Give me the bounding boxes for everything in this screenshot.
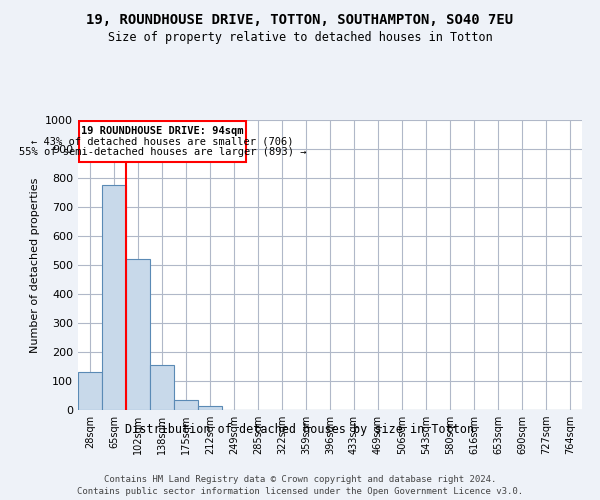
Bar [126,259,150,410]
Bar [198,406,222,410]
FancyBboxPatch shape [79,122,246,162]
Bar [78,372,102,410]
Text: Distribution of detached houses by size in Totton: Distribution of detached houses by size … [125,422,475,436]
Text: 19 ROUNDHOUSE DRIVE: 94sqm: 19 ROUNDHOUSE DRIVE: 94sqm [82,126,244,136]
Text: Size of property relative to detached houses in Totton: Size of property relative to detached ho… [107,31,493,44]
Text: Contains public sector information licensed under the Open Government Licence v3: Contains public sector information licen… [77,487,523,496]
Bar [174,400,198,410]
Text: ← 43% of detached houses are smaller (706): ← 43% of detached houses are smaller (70… [31,136,294,147]
Bar [102,185,126,410]
Text: 19, ROUNDHOUSE DRIVE, TOTTON, SOUTHAMPTON, SO40 7EU: 19, ROUNDHOUSE DRIVE, TOTTON, SOUTHAMPTO… [86,12,514,26]
Bar [150,365,174,410]
Text: 55% of semi-detached houses are larger (893) →: 55% of semi-detached houses are larger (… [19,148,307,158]
Text: Contains HM Land Registry data © Crown copyright and database right 2024.: Contains HM Land Registry data © Crown c… [104,475,496,484]
Y-axis label: Number of detached properties: Number of detached properties [29,178,40,352]
